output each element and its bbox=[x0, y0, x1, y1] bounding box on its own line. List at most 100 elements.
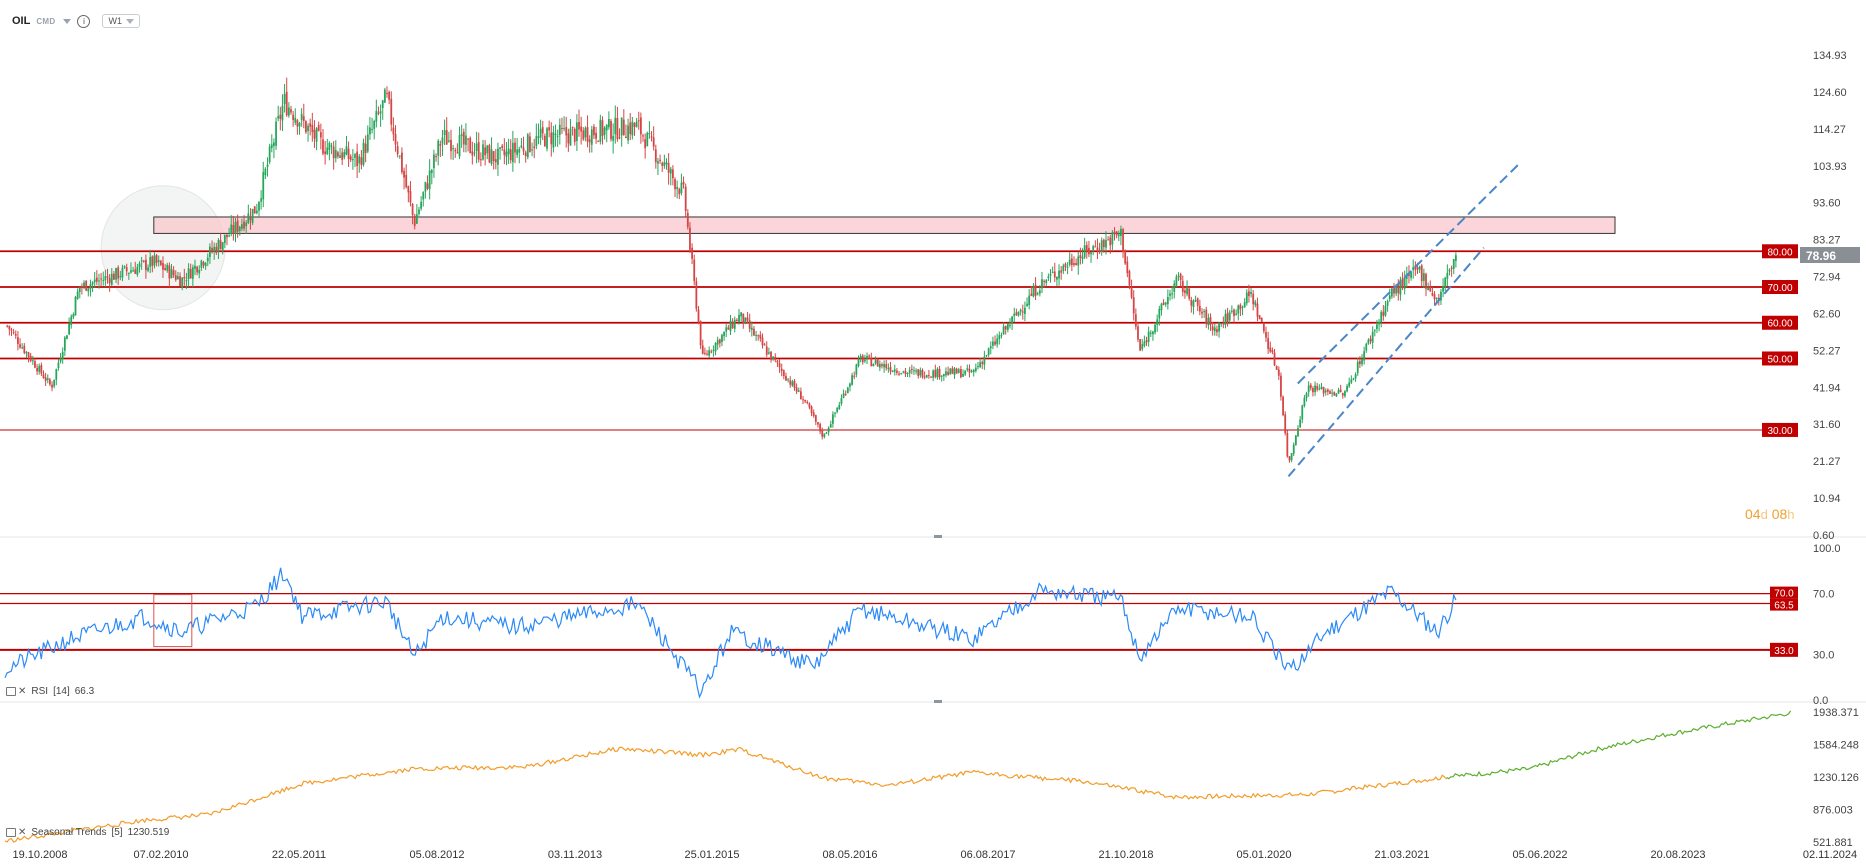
channel-line[interactable] bbox=[1297, 161, 1522, 385]
candle-body bbox=[194, 265, 196, 269]
candle-body bbox=[95, 277, 98, 282]
candle-body bbox=[593, 126, 595, 136]
candle-body bbox=[87, 288, 90, 292]
rsi-line[interactable] bbox=[4, 567, 1457, 699]
info-icon[interactable]: i bbox=[77, 14, 91, 28]
candle-body bbox=[870, 357, 873, 367]
trend-axis-tick: 521.881 bbox=[1813, 837, 1853, 849]
candle-body bbox=[507, 148, 510, 155]
candle-body bbox=[607, 118, 610, 128]
candle-body bbox=[249, 216, 252, 221]
candle-body bbox=[1164, 302, 1167, 305]
rsi-axis-tick: 70.0 bbox=[1813, 589, 1834, 601]
candle-body bbox=[972, 369, 975, 373]
candle-body bbox=[119, 276, 122, 278]
candle-body bbox=[262, 172, 265, 200]
date-axis-tick: 05.01.2020 bbox=[1236, 849, 1291, 861]
symbol-label[interactable]: OIL bbox=[12, 15, 31, 27]
candle-body bbox=[1335, 393, 1338, 397]
candle-body bbox=[1288, 456, 1291, 461]
price-axis-tick: 41.94 bbox=[1813, 382, 1841, 394]
candle-body bbox=[806, 402, 809, 404]
candle-body bbox=[413, 215, 416, 226]
channel-line[interactable] bbox=[1287, 247, 1485, 478]
candle-body bbox=[983, 356, 986, 365]
candle-body bbox=[913, 370, 915, 372]
candle-body bbox=[78, 287, 81, 293]
candle-body bbox=[38, 365, 41, 372]
candle-body bbox=[782, 370, 785, 377]
candle-body bbox=[1105, 239, 1107, 248]
candle-body bbox=[957, 369, 960, 373]
candle-body bbox=[81, 286, 83, 288]
timeframe-select[interactable]: W1 bbox=[102, 14, 140, 28]
candle-body bbox=[1041, 279, 1043, 289]
candle-body bbox=[430, 170, 433, 174]
candle-body bbox=[789, 380, 792, 385]
candle-body bbox=[1149, 332, 1152, 334]
date-axis-tick: 02.11.2024 bbox=[1803, 849, 1857, 861]
pane-resize-handle[interactable] bbox=[934, 535, 942, 538]
candle-body bbox=[1132, 297, 1135, 314]
candle-body bbox=[437, 140, 440, 156]
candle-body bbox=[418, 209, 420, 215]
candle-body bbox=[1137, 326, 1139, 340]
candle-body bbox=[1239, 304, 1242, 310]
candle-body bbox=[1324, 390, 1327, 393]
candle-body bbox=[970, 370, 973, 372]
candle-body bbox=[529, 136, 531, 152]
candle-body bbox=[25, 351, 28, 354]
candle-body bbox=[55, 369, 58, 380]
candle-body bbox=[718, 339, 721, 344]
candle-body bbox=[706, 353, 708, 355]
candle-body bbox=[324, 151, 327, 155]
candle-body bbox=[1454, 255, 1457, 261]
indicator-settings-icon[interactable]: ✕ bbox=[6, 686, 26, 697]
candle-body bbox=[497, 148, 499, 165]
current-price-label: 78.96 bbox=[1806, 249, 1836, 263]
candle-body bbox=[401, 152, 403, 173]
candle-body bbox=[887, 368, 890, 370]
candle-body bbox=[1006, 323, 1009, 330]
candle-body bbox=[292, 114, 295, 120]
candle-body bbox=[113, 273, 115, 280]
chevron-down-icon[interactable] bbox=[63, 18, 72, 24]
candle-body bbox=[358, 156, 361, 164]
candle-body bbox=[1226, 312, 1229, 323]
candle-body bbox=[134, 269, 137, 274]
rsi-annotation-box[interactable] bbox=[153, 594, 193, 648]
candle-body bbox=[482, 144, 484, 160]
trend-indicator-label[interactable]: ✕ Seasonal Trends [5] 1230.519 bbox=[6, 827, 169, 838]
pane-resize-handle[interactable] bbox=[934, 700, 942, 703]
candle-body bbox=[1207, 317, 1210, 326]
resistance-zone[interactable] bbox=[153, 216, 1616, 234]
candle-body bbox=[294, 117, 297, 123]
candle-body bbox=[906, 372, 909, 374]
indicator-settings-icon[interactable]: ✕ bbox=[6, 827, 26, 838]
candle-body bbox=[130, 270, 132, 273]
candle-body bbox=[1297, 427, 1299, 437]
candle-body bbox=[230, 224, 233, 235]
candle-body bbox=[650, 136, 653, 138]
candle-body bbox=[486, 145, 489, 154]
highlight-circle bbox=[100, 185, 226, 311]
candle-body bbox=[729, 320, 732, 332]
candle-body bbox=[337, 152, 339, 157]
instrument-header: OIL CMD i W1 bbox=[12, 11, 140, 31]
candle-body bbox=[1203, 311, 1206, 313]
candle-body bbox=[102, 279, 105, 281]
candle-body bbox=[473, 152, 476, 154]
candle-body bbox=[174, 275, 177, 280]
candle-body bbox=[279, 114, 282, 119]
trend-line-historical[interactable] bbox=[4, 746, 1448, 843]
rsi-indicator-label[interactable]: ✕ RSI [14] 66.3 bbox=[6, 686, 94, 697]
candle-body bbox=[1373, 330, 1376, 332]
candle-body bbox=[27, 352, 30, 357]
candle-body bbox=[876, 359, 879, 367]
rsi-axis-tick: 100.0 bbox=[1813, 543, 1841, 555]
candle-body bbox=[1294, 435, 1297, 446]
trend-line-projection[interactable] bbox=[1446, 710, 1792, 780]
candle-body bbox=[490, 149, 493, 164]
candle-body bbox=[590, 129, 593, 145]
